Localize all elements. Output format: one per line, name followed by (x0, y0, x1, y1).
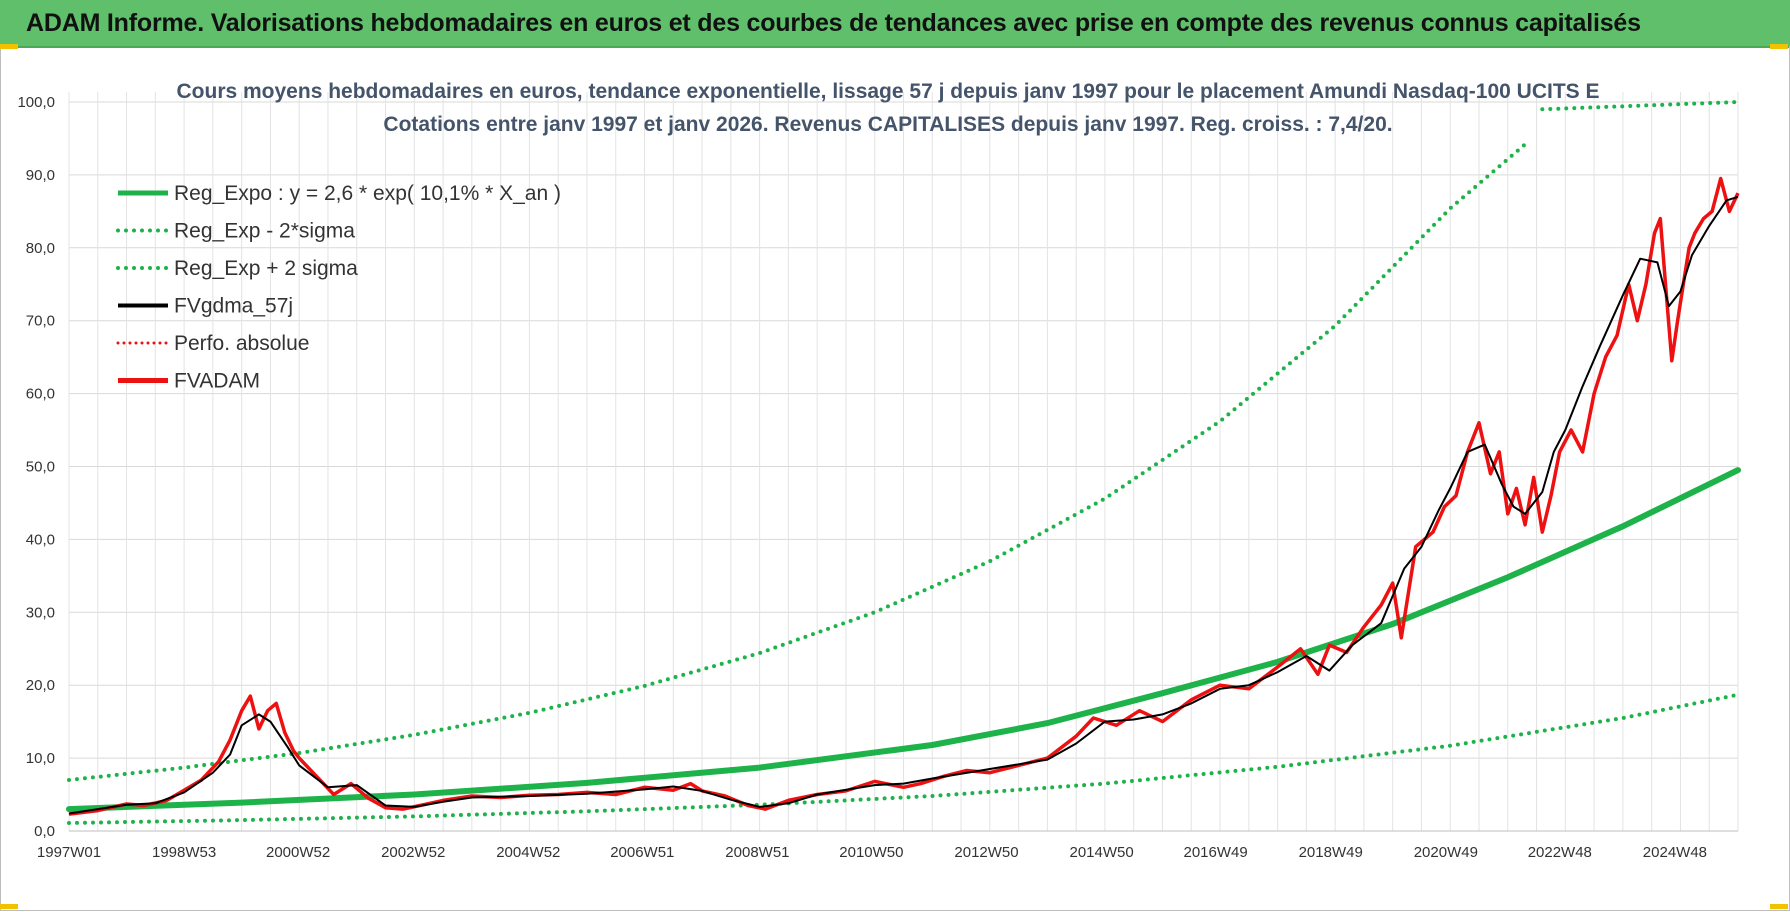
legend-entry: Reg_Exp + 2 sigma (174, 257, 358, 280)
y-tick-label: 70,0 (26, 313, 55, 330)
y-tick-label: 90,0 (26, 167, 55, 184)
y-tick-label: 50,0 (26, 459, 55, 476)
header-banner: ADAM Informe. Valorisations hebdomadaire… (0, 0, 1790, 48)
y-tick-label: 10,0 (26, 750, 55, 767)
y-tick-label: 30,0 (26, 604, 55, 621)
chart-legend: Reg_Expo : y = 2,6 * exp( 10,1% * X_an )… (116, 182, 561, 393)
corner-mark-top-left (0, 44, 18, 49)
legend-entry: FVgdma_57j (174, 295, 293, 318)
y-tick-label: 20,0 (26, 677, 55, 694)
chart-titles: Cours moyens hebdomadaires en euros, ten… (177, 80, 1600, 136)
x-tick-label: 2002W52 (381, 844, 445, 861)
x-tick-label: 2012W50 (954, 844, 1018, 861)
corner-mark-bottom-right (1770, 904, 1788, 909)
y-tick-label: 100,0 (17, 94, 55, 111)
series-line (68, 195, 1739, 815)
series-line (66, 467, 1741, 813)
legend-entry: Reg_Exp - 2*sigma (174, 220, 355, 243)
x-tick-label: 2020W49 (1414, 844, 1478, 861)
y-tick-label: 60,0 (26, 386, 55, 403)
legend-entry: Reg_Expo : y = 2,6 * exp( 10,1% * X_an ) (174, 182, 561, 205)
series-layer (66, 100, 1741, 825)
x-axis-ticks: 1997W01 1998W53 2000W52 2002W52 2004W52 2006W… (37, 844, 1707, 861)
x-tick-label: 1997W01 (37, 844, 101, 861)
chart-subtitle: Cotations entre janv 1997 et janv 2026. … (383, 113, 1392, 136)
y-tick-label: 0,0 (34, 823, 55, 840)
legend-entry: FVADAM (174, 370, 260, 393)
x-tick-label: 2014W50 (1070, 844, 1134, 861)
legend-entry: Perfo. absolue (174, 332, 309, 355)
x-tick-label: 2016W49 (1183, 844, 1247, 861)
x-tick-label: 2004W52 (496, 844, 560, 861)
x-tick-label: 2018W49 (1299, 844, 1363, 861)
x-tick-label: 2000W52 (266, 844, 330, 861)
series-line (67, 692, 1740, 825)
chart-grid (68, 92, 1739, 832)
x-tick-label: 1998W53 (152, 844, 216, 861)
series-line (1540, 100, 1740, 112)
series-line (67, 142, 1528, 782)
x-tick-label: 2022W48 (1528, 844, 1592, 861)
corner-mark-bottom-left (0, 904, 18, 909)
chart-title: Cours moyens hebdomadaires en euros, ten… (177, 80, 1600, 103)
x-tick-label: 2010W50 (839, 844, 903, 861)
y-tick-label: 80,0 (26, 240, 55, 257)
banner-title: ADAM Informe. Valorisations hebdomadaire… (26, 9, 1641, 37)
corner-mark-top-right (1770, 44, 1788, 49)
x-tick-label: 2008W51 (725, 844, 789, 861)
x-tick-label: 2006W51 (610, 844, 674, 861)
y-tick-label: 40,0 (26, 531, 55, 548)
x-tick-label: 2024W48 (1643, 844, 1707, 861)
y-axis-ticks: 0,0 10,0 20,0 30,0 40,0 50,0 60,0 70,0 80,0 90,0 1… (17, 94, 55, 840)
